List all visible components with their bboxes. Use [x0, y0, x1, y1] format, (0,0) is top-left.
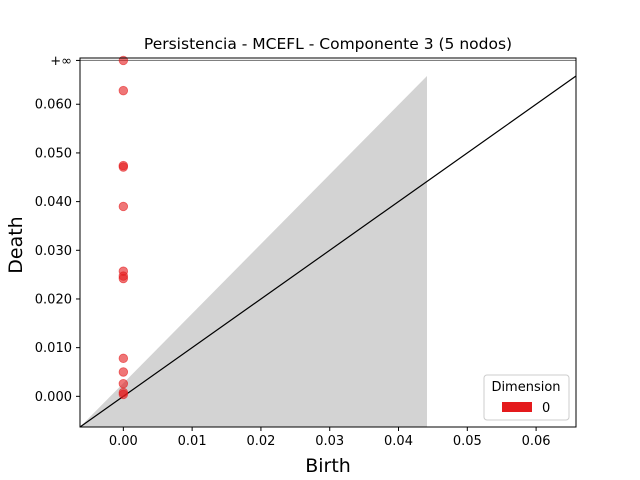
data-point: [118, 353, 129, 364]
diagonal-line: [79, 75, 577, 428]
y-tick-label: 0.000: [35, 390, 72, 405]
x-axis-ticks: 0.00 0.01 0.02 0.03 0.04 0.05 0.06: [109, 427, 551, 449]
data-point: [118, 378, 129, 389]
x-tick-label: 0.01: [178, 434, 207, 449]
legend-swatch-0: [502, 402, 532, 412]
data-point: [118, 273, 129, 284]
points-layer: [118, 55, 129, 400]
x-axis-title: Birth: [305, 455, 351, 477]
x-tick-label: 0.03: [315, 434, 344, 449]
x-tick-label: 0.02: [246, 434, 275, 449]
data-point: [118, 85, 129, 96]
data-point: [118, 162, 129, 172]
y-tick-label: 0.030: [35, 244, 72, 259]
x-tick-label: 0.06: [522, 434, 551, 449]
below-diagonal-region: [80, 76, 427, 427]
axes-border: [79, 57, 577, 428]
y-axis-title: Death: [5, 216, 27, 273]
chart-title: Persistencia - MCEFL - Componente 3 (5 n…: [144, 35, 512, 53]
y-tick-label: 0.040: [35, 195, 72, 210]
x-tick-label: 0.00: [109, 434, 138, 449]
y-tick-label: 0.020: [35, 292, 72, 307]
legend-title: Dimension: [491, 380, 560, 395]
y-tick-label: 0.050: [35, 146, 72, 161]
y-axis-ticks: 0.000 0.010 0.020 0.030 0.040 0.050 0.060 +∞: [35, 54, 80, 405]
legend: Dimension 0: [483, 374, 570, 421]
x-tick-label: 0.05: [453, 434, 482, 449]
legend-label-0: 0: [542, 401, 550, 416]
diagonal-line-layer: [79, 75, 577, 428]
below-diagonal-fill: [80, 76, 427, 427]
data-point: [118, 201, 129, 212]
y-tick-label: 0.010: [35, 341, 72, 356]
data-point: [118, 367, 129, 377]
x-tick-label: 0.04: [384, 434, 413, 449]
data-point: [118, 55, 129, 66]
data-point: [118, 389, 129, 400]
axes-frame: [79, 57, 577, 428]
y-tick-label-infinity: +∞: [50, 54, 72, 69]
y-tick-label: 0.060: [35, 98, 72, 113]
